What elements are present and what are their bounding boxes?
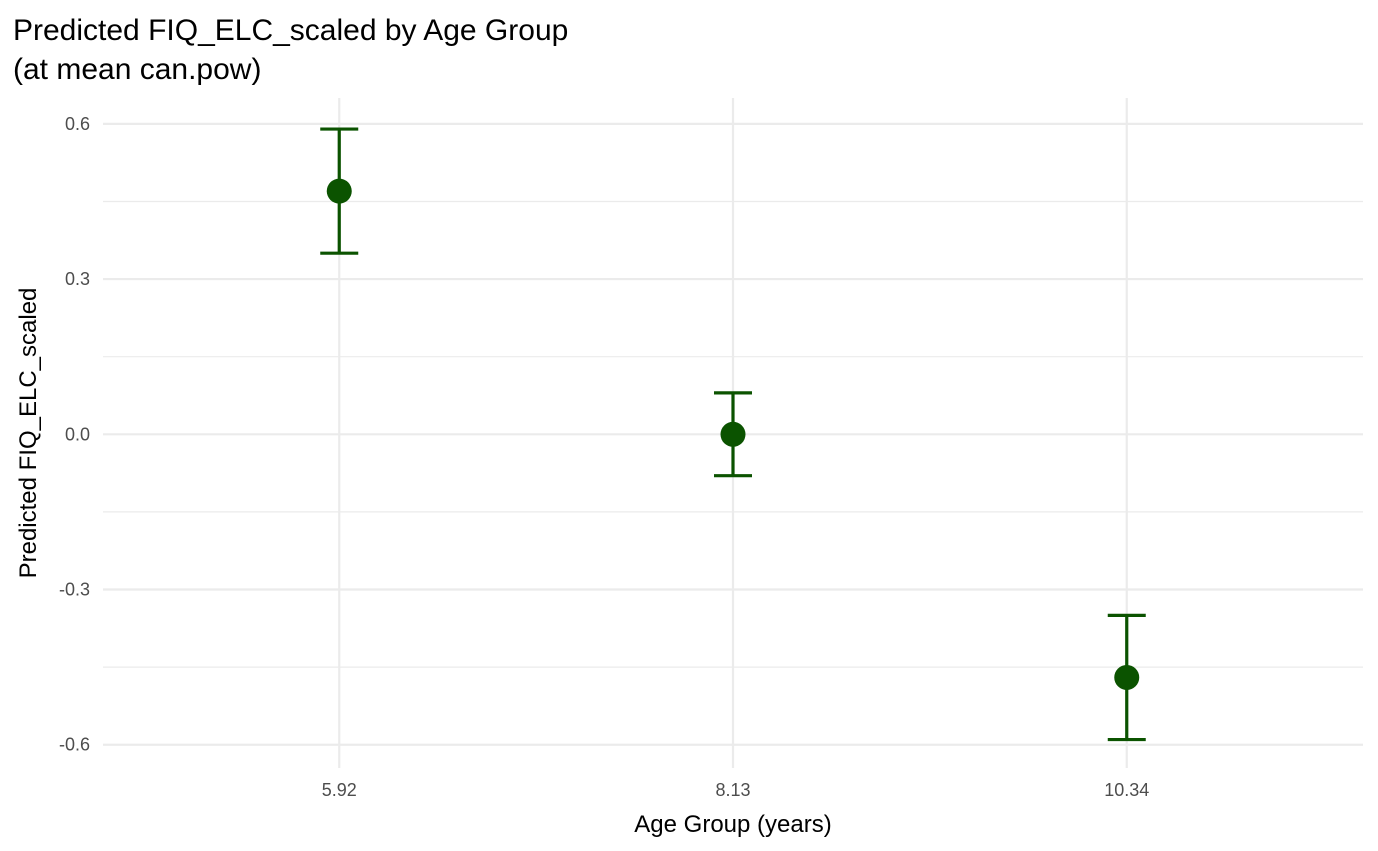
chart-title-line2: (at mean can.pow)	[13, 53, 261, 86]
data-marks	[320, 127, 1146, 742]
x-tick-labels: 5.92 8.13 10.34	[322, 780, 1150, 800]
y-tick-label: 0.3	[65, 269, 90, 289]
y-tick-label: 0.6	[65, 114, 90, 134]
error-bar-point-group	[320, 127, 359, 255]
y-tick-label: -0.6	[59, 735, 90, 755]
gridlines	[103, 98, 1363, 768]
error-bar-point-group	[1107, 613, 1146, 742]
x-axis-title: Age Group (years)	[634, 811, 831, 838]
x-tick-label: 5.92	[322, 780, 357, 800]
y-tick-label: -0.3	[59, 580, 90, 600]
x-tick-label: 8.13	[715, 780, 750, 800]
chart-title-line1: Predicted FIQ_ELC_scaled by Age Group	[13, 14, 568, 47]
x-tick-label: 10.34	[1104, 780, 1149, 800]
y-axis-title: Predicted FIQ_ELC_scaled	[15, 288, 42, 579]
data-point	[1114, 664, 1140, 690]
data-point	[326, 178, 352, 204]
y-tick-labels: 0.6 0.3 0.0 -0.3 -0.6	[59, 114, 90, 755]
data-point	[720, 421, 746, 447]
error-bar-point-group	[714, 391, 752, 478]
y-tick-label: 0.0	[65, 424, 90, 444]
